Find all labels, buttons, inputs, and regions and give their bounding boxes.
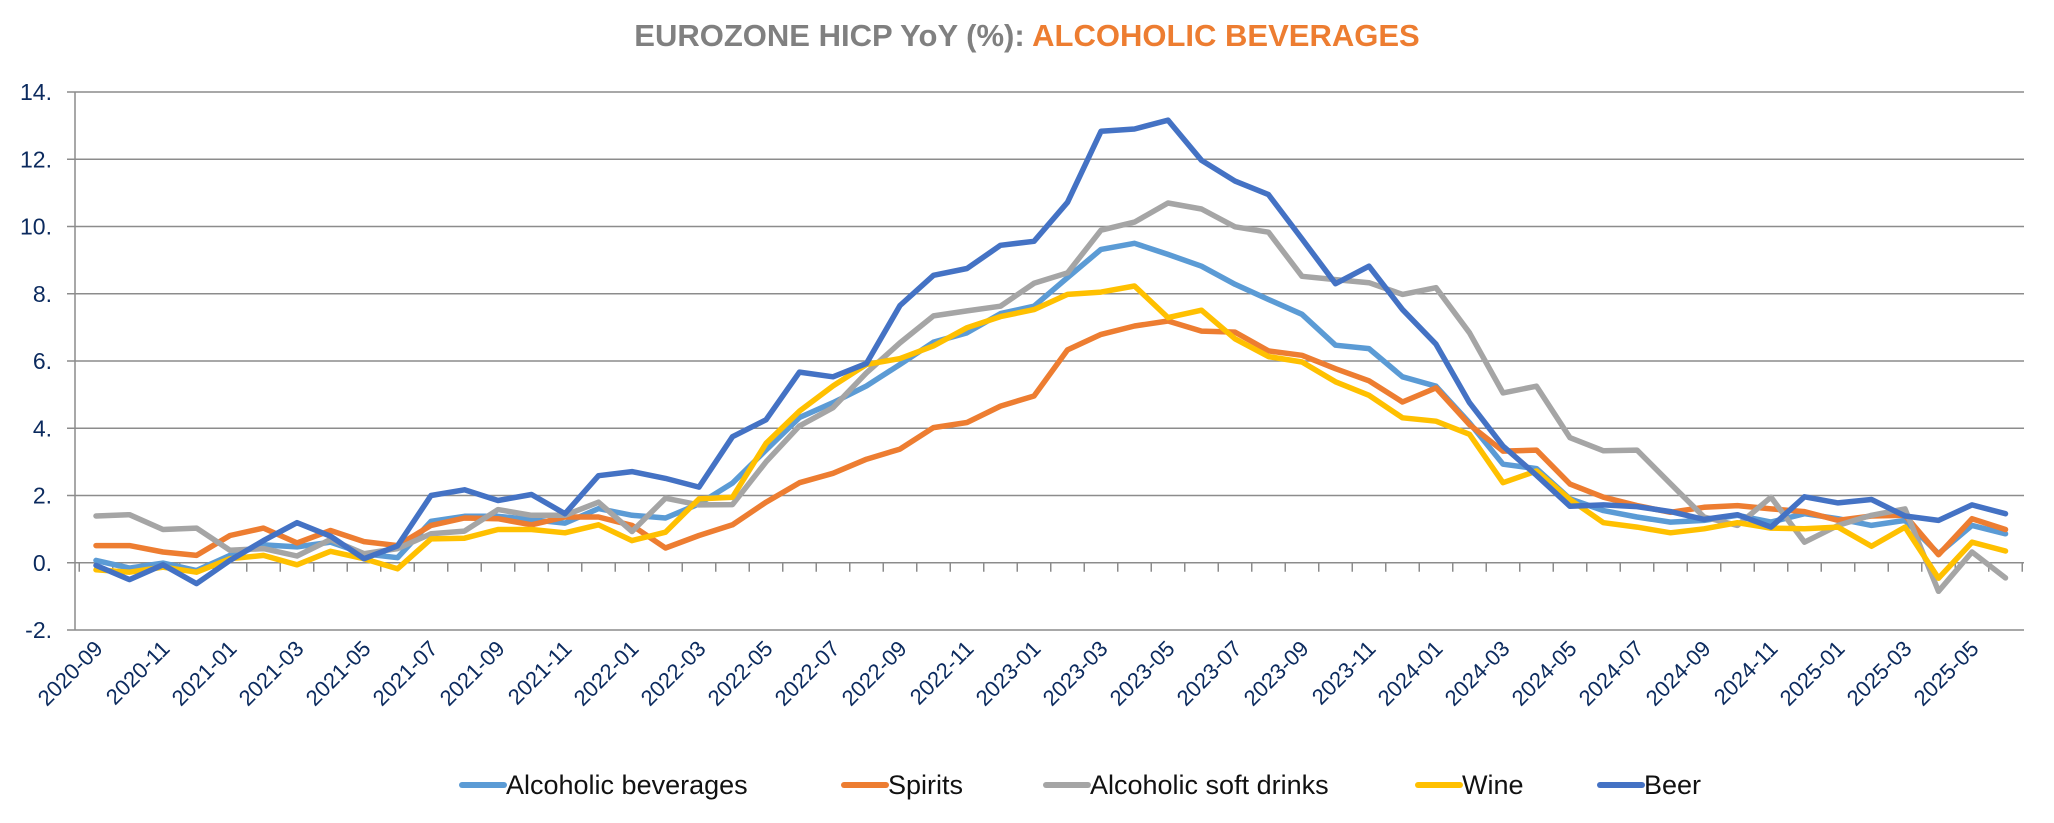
x-tick-label: 2025-03 [1842, 636, 1917, 711]
x-tick-label: 2020-09 [33, 636, 108, 711]
x-tick-label: 2021-11 [503, 636, 577, 710]
chart-title: EUROZONE HICP YoY (%): ALCOHOLIC BEVERAG… [0, 18, 2054, 54]
y-tick-label: 6. [33, 348, 52, 374]
x-tick-label: 2021-01 [167, 636, 242, 711]
legend-label: Beer [1644, 770, 1701, 800]
series-line-wine [93, 283, 2009, 581]
x-tick-label: 2024-03 [1440, 636, 1515, 711]
x-tick-label: 2022-09 [837, 636, 912, 711]
legend-label: Spirits [888, 770, 963, 800]
series-lines [93, 117, 2009, 595]
legend-label: Alcoholic soft drinks [1090, 770, 1329, 800]
x-tick-label: 2021-05 [301, 636, 376, 711]
x-tick-label: 2023-09 [1239, 636, 1314, 711]
x-tick-label: 2022-01 [569, 636, 644, 711]
legend-item: Beer [1597, 770, 1701, 800]
x-tick-label: 2022-03 [636, 636, 711, 711]
y-tick-label: 8. [33, 281, 52, 307]
y-tick-label: 10. [20, 214, 52, 240]
x-tick-label: 2024-07 [1574, 636, 1649, 711]
x-tick-label: 2022-05 [703, 636, 778, 711]
x-tick-label: 2024-01 [1373, 636, 1448, 711]
x-tick-label: 2021-09 [435, 636, 510, 711]
y-axis: -2. 0. 2. 4. 6. 8. 10. 12. 14. [20, 79, 76, 643]
x-tick-label: 2024-05 [1507, 636, 1582, 711]
x-tick-label: 2025-05 [1909, 636, 1984, 711]
x-tick-label: 2023-11 [1307, 636, 1381, 710]
x-tick-label: 2023-03 [1038, 636, 1113, 711]
x-tick-label: 2025-01 [1775, 636, 1850, 711]
x-tick-label: 2024-09 [1641, 636, 1716, 711]
legend: Alcoholic beverages Spirits Alcoholic soft… [459, 770, 1701, 800]
y-tick-label: 14. [20, 79, 52, 105]
series-line-beer [93, 117, 2009, 587]
legend-label: Wine [1462, 770, 1524, 800]
chart-title-prefix: EUROZONE HICP YoY (%): [634, 18, 1033, 53]
y-tick-label: -2. [25, 617, 52, 643]
y-tick-label: 0. [33, 550, 52, 576]
y-tick-label: 4. [33, 415, 52, 441]
series-line-alcoholic-soft-drinks [93, 200, 2009, 595]
x-tick-label: 2021-03 [234, 636, 309, 711]
x-axis: 2020-092020-112021-012021-032021-052021-… [33, 562, 2024, 711]
y-tick-label: 2. [33, 483, 52, 509]
legend-item: Alcoholic beverages [459, 770, 748, 800]
y-tick-label: 12. [20, 146, 52, 172]
x-tick-label: 2023-07 [1172, 636, 1247, 711]
legend-label: Alcoholic beverages [506, 770, 748, 800]
x-tick-label: 2023-05 [1105, 636, 1180, 711]
x-tick-label: 2023-01 [971, 636, 1046, 711]
series-line-spirits [93, 318, 2009, 559]
x-tick-label: 2022-11 [905, 636, 979, 710]
legend-item: Spirits [841, 770, 963, 800]
legend-item: Wine [1415, 770, 1524, 800]
x-tick-label: 2020-11 [101, 636, 175, 710]
x-tick-label: 2022-07 [770, 636, 845, 711]
x-tick-label: 2021-07 [368, 636, 443, 711]
chart-title-highlight: ALCOHOLIC BEVERAGES [1032, 18, 1420, 53]
x-tick-label: 2024-11 [1709, 636, 1783, 710]
legend-item: Alcoholic soft drinks [1043, 770, 1329, 800]
